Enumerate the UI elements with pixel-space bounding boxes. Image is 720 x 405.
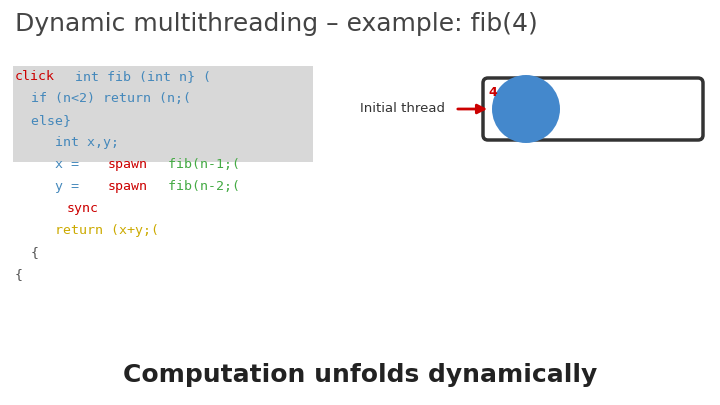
FancyBboxPatch shape [483, 78, 703, 140]
Text: click: click [15, 70, 55, 83]
Text: spawn: spawn [108, 180, 148, 193]
Text: int fib (int n} (: int fib (int n} ( [67, 70, 211, 83]
Text: 4: 4 [488, 86, 497, 99]
Text: else}: else} [15, 114, 71, 127]
Text: Initial thread: Initial thread [360, 102, 445, 115]
Text: spawn: spawn [108, 158, 148, 171]
Text: {: { [15, 246, 39, 259]
Text: if (n<2) return (n;(: if (n<2) return (n;( [15, 92, 191, 105]
Text: x =: x = [15, 158, 87, 171]
Text: Computation unfolds dynamically: Computation unfolds dynamically [123, 363, 597, 387]
Text: fib(n-2;(: fib(n-2;( [160, 180, 240, 193]
Text: fib(n-1;(: fib(n-1;( [160, 158, 240, 171]
Text: {: { [15, 268, 23, 281]
Text: sync: sync [67, 202, 99, 215]
Text: int x,y;: int x,y; [15, 136, 119, 149]
Ellipse shape [492, 75, 560, 143]
Bar [13, 66, 313, 162]
Text: return (x+y;(: return (x+y;( [15, 224, 159, 237]
Text: y =: y = [15, 180, 87, 193]
Text: Dynamic multithreading – example: fib(4): Dynamic multithreading – example: fib(4) [15, 12, 538, 36]
